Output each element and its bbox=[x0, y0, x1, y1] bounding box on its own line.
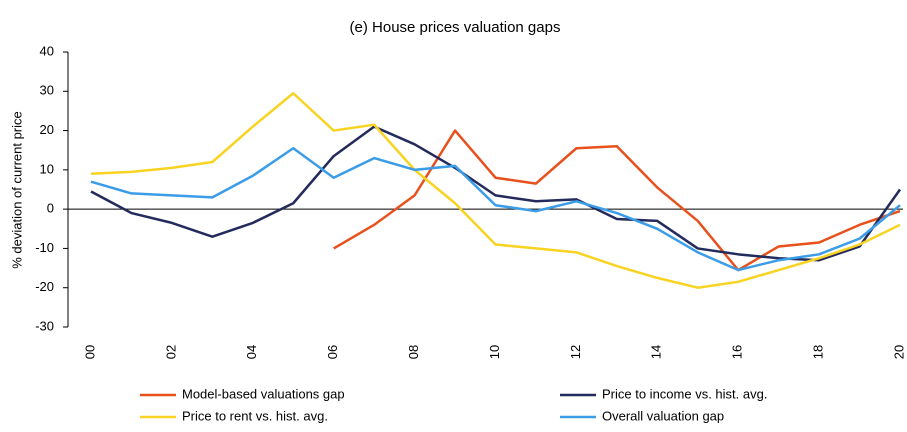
x-tick-label: 02 bbox=[163, 345, 178, 359]
y-tick-label: 0 bbox=[47, 201, 54, 216]
x-tick-label: 20 bbox=[891, 345, 906, 359]
series-line bbox=[90, 125, 902, 262]
legend-label: Price to income vs. hist. avg. bbox=[602, 386, 767, 401]
y-tick-label: 30 bbox=[40, 83, 54, 98]
y-tick-label: 10 bbox=[40, 161, 54, 176]
chart-title: (e) House prices valuation gaps bbox=[350, 19, 561, 36]
series-line bbox=[90, 147, 901, 272]
y-tick-label: 40 bbox=[40, 43, 54, 58]
x-tick-label: 08 bbox=[406, 345, 421, 359]
x-tick-label: 04 bbox=[244, 345, 259, 359]
x-tick-label: 18 bbox=[811, 345, 826, 359]
legend-label: Price to rent vs. hist. avg. bbox=[182, 408, 328, 423]
x-tick-label: 10 bbox=[487, 345, 502, 359]
x-tick-label: 16 bbox=[730, 345, 745, 359]
x-tick-label: 12 bbox=[568, 345, 583, 359]
series-line bbox=[90, 92, 901, 289]
legend-label: Model-based valuations gap bbox=[182, 386, 345, 401]
y-tick-label: -20 bbox=[35, 279, 54, 294]
x-tick-label: 00 bbox=[82, 345, 97, 359]
y-tick-label: 20 bbox=[40, 122, 54, 137]
y-tick-label: -10 bbox=[35, 240, 54, 255]
series-line bbox=[333, 129, 901, 272]
legend-label: Overall valuation gap bbox=[602, 408, 724, 423]
y-axis-label: % deviation of current price bbox=[9, 111, 24, 269]
x-tick-label: 14 bbox=[649, 345, 664, 359]
x-tick-label: 06 bbox=[325, 345, 340, 359]
y-tick-label: -30 bbox=[35, 318, 54, 333]
